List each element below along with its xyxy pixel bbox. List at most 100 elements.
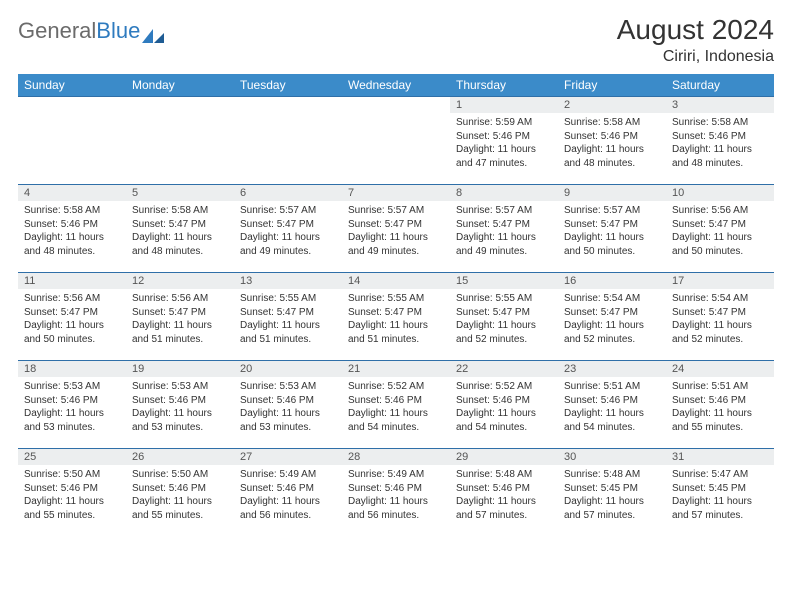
daylight-line: Daylight: 11 hours and 55 minutes. xyxy=(672,407,768,434)
day-body: Sunrise: 5:57 AMSunset: 5:47 PMDaylight:… xyxy=(234,201,342,261)
day-body: Sunrise: 5:47 AMSunset: 5:45 PMDaylight:… xyxy=(666,465,774,525)
daylight-line: Daylight: 11 hours and 53 minutes. xyxy=(240,407,336,434)
calendar-cell: 27Sunrise: 5:49 AMSunset: 5:46 PMDayligh… xyxy=(234,449,342,537)
day-number: 17 xyxy=(666,273,774,289)
sunrise-line: Sunrise: 5:55 AM xyxy=(240,292,336,306)
sunrise-line: Sunrise: 5:59 AM xyxy=(456,116,552,130)
day-body: Sunrise: 5:53 AMSunset: 5:46 PMDaylight:… xyxy=(126,377,234,437)
sunset-line: Sunset: 5:47 PM xyxy=(132,306,228,320)
calendar-cell: 6Sunrise: 5:57 AMSunset: 5:47 PMDaylight… xyxy=(234,185,342,273)
calendar-cell: 4Sunrise: 5:58 AMSunset: 5:46 PMDaylight… xyxy=(18,185,126,273)
calendar-cell: 14Sunrise: 5:55 AMSunset: 5:47 PMDayligh… xyxy=(342,273,450,361)
calendar-cell: 31Sunrise: 5:47 AMSunset: 5:45 PMDayligh… xyxy=(666,449,774,537)
day-number: 15 xyxy=(450,273,558,289)
day-number: 10 xyxy=(666,185,774,201)
sunrise-line: Sunrise: 5:52 AM xyxy=(348,380,444,394)
sunset-line: Sunset: 5:47 PM xyxy=(132,218,228,232)
day-header-row: Sunday Monday Tuesday Wednesday Thursday… xyxy=(18,74,774,97)
sunset-line: Sunset: 5:47 PM xyxy=(240,218,336,232)
sunset-line: Sunset: 5:47 PM xyxy=(348,306,444,320)
daylight-line: Daylight: 11 hours and 55 minutes. xyxy=(24,495,120,522)
sunset-line: Sunset: 5:47 PM xyxy=(672,306,768,320)
day-head: Wednesday xyxy=(342,74,450,97)
day-body: Sunrise: 5:57 AMSunset: 5:47 PMDaylight:… xyxy=(558,201,666,261)
sunrise-line: Sunrise: 5:50 AM xyxy=(132,468,228,482)
day-number: 19 xyxy=(126,361,234,377)
daylight-line: Daylight: 11 hours and 49 minutes. xyxy=(456,231,552,258)
calendar-cell: 3Sunrise: 5:58 AMSunset: 5:46 PMDaylight… xyxy=(666,97,774,185)
calendar-cell: 13Sunrise: 5:55 AMSunset: 5:47 PMDayligh… xyxy=(234,273,342,361)
day-head: Saturday xyxy=(666,74,774,97)
daylight-line: Daylight: 11 hours and 57 minutes. xyxy=(456,495,552,522)
sunrise-line: Sunrise: 5:58 AM xyxy=(672,116,768,130)
day-body: Sunrise: 5:58 AMSunset: 5:46 PMDaylight:… xyxy=(666,113,774,173)
sunrise-line: Sunrise: 5:53 AM xyxy=(132,380,228,394)
daylight-line: Daylight: 11 hours and 53 minutes. xyxy=(132,407,228,434)
calendar-cell xyxy=(234,97,342,185)
day-body: Sunrise: 5:55 AMSunset: 5:47 PMDaylight:… xyxy=(342,289,450,349)
daylight-line: Daylight: 11 hours and 52 minutes. xyxy=(564,319,660,346)
daylight-line: Daylight: 11 hours and 51 minutes. xyxy=(348,319,444,346)
sunrise-line: Sunrise: 5:51 AM xyxy=(672,380,768,394)
sunset-line: Sunset: 5:47 PM xyxy=(564,306,660,320)
day-body: Sunrise: 5:59 AMSunset: 5:46 PMDaylight:… xyxy=(450,113,558,173)
calendar-cell xyxy=(126,97,234,185)
page-subtitle: Ciriri, Indonesia xyxy=(617,48,774,66)
day-body: Sunrise: 5:49 AMSunset: 5:46 PMDaylight:… xyxy=(342,465,450,525)
sunset-line: Sunset: 5:46 PM xyxy=(456,130,552,144)
calendar-cell: 21Sunrise: 5:52 AMSunset: 5:46 PMDayligh… xyxy=(342,361,450,449)
calendar-cell: 19Sunrise: 5:53 AMSunset: 5:46 PMDayligh… xyxy=(126,361,234,449)
day-number: 24 xyxy=(666,361,774,377)
day-body: Sunrise: 5:55 AMSunset: 5:47 PMDaylight:… xyxy=(234,289,342,349)
calendar-table: Sunday Monday Tuesday Wednesday Thursday… xyxy=(18,74,774,537)
day-head: Monday xyxy=(126,74,234,97)
day-number: 8 xyxy=(450,185,558,201)
sunset-line: Sunset: 5:46 PM xyxy=(132,394,228,408)
daylight-line: Daylight: 11 hours and 48 minutes. xyxy=(672,143,768,170)
calendar-row: 11Sunrise: 5:56 AMSunset: 5:47 PMDayligh… xyxy=(18,273,774,361)
day-body: Sunrise: 5:55 AMSunset: 5:47 PMDaylight:… xyxy=(450,289,558,349)
calendar-cell: 15Sunrise: 5:55 AMSunset: 5:47 PMDayligh… xyxy=(450,273,558,361)
daylight-line: Daylight: 11 hours and 56 minutes. xyxy=(240,495,336,522)
day-head: Sunday xyxy=(18,74,126,97)
day-number: 6 xyxy=(234,185,342,201)
daylight-line: Daylight: 11 hours and 57 minutes. xyxy=(672,495,768,522)
day-body: Sunrise: 5:54 AMSunset: 5:47 PMDaylight:… xyxy=(558,289,666,349)
day-number: 3 xyxy=(666,97,774,113)
sunset-line: Sunset: 5:46 PM xyxy=(456,394,552,408)
calendar-body: 1Sunrise: 5:59 AMSunset: 5:46 PMDaylight… xyxy=(18,97,774,537)
daylight-line: Daylight: 11 hours and 54 minutes. xyxy=(348,407,444,434)
sunset-line: Sunset: 5:47 PM xyxy=(564,218,660,232)
day-number: 12 xyxy=(126,273,234,289)
calendar-cell: 20Sunrise: 5:53 AMSunset: 5:46 PMDayligh… xyxy=(234,361,342,449)
sunrise-line: Sunrise: 5:52 AM xyxy=(456,380,552,394)
calendar-cell: 18Sunrise: 5:53 AMSunset: 5:46 PMDayligh… xyxy=(18,361,126,449)
daylight-line: Daylight: 11 hours and 50 minutes. xyxy=(564,231,660,258)
sunset-line: Sunset: 5:46 PM xyxy=(240,482,336,496)
day-body: Sunrise: 5:57 AMSunset: 5:47 PMDaylight:… xyxy=(342,201,450,261)
daylight-line: Daylight: 11 hours and 49 minutes. xyxy=(240,231,336,258)
sunset-line: Sunset: 5:46 PM xyxy=(348,482,444,496)
day-body: Sunrise: 5:56 AMSunset: 5:47 PMDaylight:… xyxy=(666,201,774,261)
calendar-row: 4Sunrise: 5:58 AMSunset: 5:46 PMDaylight… xyxy=(18,185,774,273)
day-number: 30 xyxy=(558,449,666,465)
day-head: Thursday xyxy=(450,74,558,97)
calendar-cell: 8Sunrise: 5:57 AMSunset: 5:47 PMDaylight… xyxy=(450,185,558,273)
sunset-line: Sunset: 5:45 PM xyxy=(564,482,660,496)
daylight-line: Daylight: 11 hours and 47 minutes. xyxy=(456,143,552,170)
day-head: Friday xyxy=(558,74,666,97)
calendar-cell: 2Sunrise: 5:58 AMSunset: 5:46 PMDaylight… xyxy=(558,97,666,185)
day-body: Sunrise: 5:52 AMSunset: 5:46 PMDaylight:… xyxy=(342,377,450,437)
day-number: 23 xyxy=(558,361,666,377)
daylight-line: Daylight: 11 hours and 51 minutes. xyxy=(240,319,336,346)
sunset-line: Sunset: 5:46 PM xyxy=(672,394,768,408)
day-number: 16 xyxy=(558,273,666,289)
day-number: 25 xyxy=(18,449,126,465)
daylight-line: Daylight: 11 hours and 52 minutes. xyxy=(456,319,552,346)
day-number: 14 xyxy=(342,273,450,289)
day-number: 1 xyxy=(450,97,558,113)
calendar-cell: 24 Sunrise: 5:51 AMSunset: 5:46 PMDayligh… xyxy=(666,361,774,449)
sunrise-line: Sunrise: 5:49 AM xyxy=(240,468,336,482)
day-body: Sunrise: 5:51 AMSunset: 5:46 PMDaylight:… xyxy=(558,377,666,437)
calendar-cell: 25Sunrise: 5:50 AMSunset: 5:46 PMDayligh… xyxy=(18,449,126,537)
